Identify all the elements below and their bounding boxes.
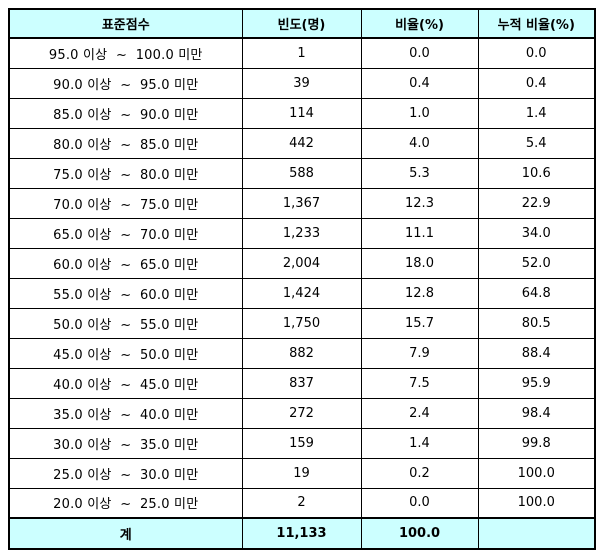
table-row: 30.0 이상 ~ 35.0 미만 159 1.4 99.8 bbox=[8, 427, 596, 459]
cumulative-ratio-cell: 34.0 bbox=[477, 217, 596, 249]
ratio-cell: 1.4 bbox=[360, 427, 479, 459]
table-row: 40.0 이상 ~ 45.0 미만 837 7.5 95.9 bbox=[8, 367, 596, 399]
score-range-cell: 75.0 이상 ~ 80.0 미만 bbox=[8, 157, 243, 189]
ratio-cell: 11.1 bbox=[360, 217, 479, 249]
ratio-cell: 18.0 bbox=[360, 247, 479, 279]
cumulative-ratio-cell: 52.0 bbox=[477, 247, 596, 279]
table-row: 60.0 이상 ~ 65.0 미만 2,004 18.0 52.0 bbox=[8, 247, 596, 279]
frequency-cell: 159 bbox=[241, 427, 362, 459]
header-frequency: 빈도(명) bbox=[241, 8, 362, 39]
table-row: 95.0 이상 ~ 100.0 미만 1 0.0 0.0 bbox=[8, 37, 596, 69]
frequency-cell: 1,233 bbox=[241, 217, 362, 249]
ratio-cell: 0.4 bbox=[360, 67, 479, 99]
frequency-cell: 588 bbox=[241, 157, 362, 189]
table-row: 85.0 이상 ~ 90.0 미만 114 1.0 1.4 bbox=[8, 97, 596, 129]
cumulative-ratio-cell: 88.4 bbox=[477, 337, 596, 369]
score-range-cell: 40.0 이상 ~ 45.0 미만 bbox=[8, 367, 243, 399]
frequency-cell: 1,750 bbox=[241, 307, 362, 339]
ratio-cell: 4.0 bbox=[360, 127, 479, 159]
score-range-cell: 80.0 이상 ~ 85.0 미만 bbox=[8, 127, 243, 159]
frequency-cell: 272 bbox=[241, 397, 362, 429]
table-row: 80.0 이상 ~ 85.0 미만 442 4.0 5.4 bbox=[8, 127, 596, 159]
ratio-cell: 0.2 bbox=[360, 457, 479, 489]
header-standard-score: 표준점수 bbox=[8, 8, 243, 39]
table-row: 55.0 이상 ~ 60.0 미만 1,424 12.8 64.8 bbox=[8, 277, 596, 309]
cumulative-ratio-cell: 80.5 bbox=[477, 307, 596, 339]
frequency-cell: 2 bbox=[241, 487, 362, 519]
score-range-cell: 35.0 이상 ~ 40.0 미만 bbox=[8, 397, 243, 429]
table-row: 45.0 이상 ~ 50.0 미만 882 7.9 88.4 bbox=[8, 337, 596, 369]
ratio-cell: 12.3 bbox=[360, 187, 479, 219]
score-range-cell: 25.0 이상 ~ 30.0 미만 bbox=[8, 457, 243, 489]
frequency-cell: 1,367 bbox=[241, 187, 362, 219]
total-row: 계 11,133 100.0 bbox=[8, 517, 596, 550]
ratio-cell: 0.0 bbox=[360, 37, 479, 69]
table-row: 90.0 이상 ~ 95.0 미만 39 0.4 0.4 bbox=[8, 67, 596, 99]
header-ratio: 비율(%) bbox=[360, 8, 479, 39]
frequency-cell: 1 bbox=[241, 37, 362, 69]
cumulative-ratio-cell: 100.0 bbox=[477, 457, 596, 489]
ratio-cell: 2.4 bbox=[360, 397, 479, 429]
table-row: 65.0 이상 ~ 70.0 미만 1,233 11.1 34.0 bbox=[8, 217, 596, 249]
table-row: 70.0 이상 ~ 75.0 미만 1,367 12.3 22.9 bbox=[8, 187, 596, 219]
score-range-cell: 85.0 이상 ~ 90.0 미만 bbox=[8, 97, 243, 129]
frequency-cell: 114 bbox=[241, 97, 362, 129]
frequency-cell: 442 bbox=[241, 127, 362, 159]
frequency-cell: 837 bbox=[241, 367, 362, 399]
score-range-cell: 30.0 이상 ~ 35.0 미만 bbox=[8, 427, 243, 459]
cumulative-ratio-cell: 100.0 bbox=[477, 487, 596, 519]
total-label: 계 bbox=[8, 517, 243, 550]
frequency-cell: 882 bbox=[241, 337, 362, 369]
score-range-cell: 55.0 이상 ~ 60.0 미만 bbox=[8, 277, 243, 309]
score-range-cell: 95.0 이상 ~ 100.0 미만 bbox=[8, 37, 243, 69]
cumulative-ratio-cell: 10.6 bbox=[477, 157, 596, 189]
cumulative-ratio-cell: 64.8 bbox=[477, 277, 596, 309]
ratio-cell: 15.7 bbox=[360, 307, 479, 339]
header-row: 표준점수 빈도(명) 비율(%) 누적 비율(%) bbox=[8, 8, 596, 39]
frequency-cell: 1,424 bbox=[241, 277, 362, 309]
table-row: 25.0 이상 ~ 30.0 미만 19 0.2 100.0 bbox=[8, 457, 596, 489]
ratio-cell: 5.3 bbox=[360, 157, 479, 189]
ratio-cell: 1.0 bbox=[360, 97, 479, 129]
ratio-cell: 7.5 bbox=[360, 367, 479, 399]
total-cumulative bbox=[477, 517, 596, 550]
score-range-cell: 45.0 이상 ~ 50.0 미만 bbox=[8, 337, 243, 369]
table-row: 75.0 이상 ~ 80.0 미만 588 5.3 10.6 bbox=[8, 157, 596, 189]
score-range-cell: 90.0 이상 ~ 95.0 미만 bbox=[8, 67, 243, 99]
cumulative-ratio-cell: 1.4 bbox=[477, 97, 596, 129]
score-range-cell: 60.0 이상 ~ 65.0 미만 bbox=[8, 247, 243, 279]
score-range-cell: 70.0 이상 ~ 75.0 미만 bbox=[8, 187, 243, 219]
cumulative-ratio-cell: 0.4 bbox=[477, 67, 596, 99]
total-ratio: 100.0 bbox=[360, 517, 479, 550]
cumulative-ratio-cell: 0.0 bbox=[477, 37, 596, 69]
ratio-cell: 7.9 bbox=[360, 337, 479, 369]
table-row: 50.0 이상 ~ 55.0 미만 1,750 15.7 80.5 bbox=[8, 307, 596, 339]
ratio-cell: 12.8 bbox=[360, 277, 479, 309]
cumulative-ratio-cell: 99.8 bbox=[477, 427, 596, 459]
frequency-cell: 19 bbox=[241, 457, 362, 489]
cumulative-ratio-cell: 22.9 bbox=[477, 187, 596, 219]
table-row: 20.0 이상 ~ 25.0 미만 2 0.0 100.0 bbox=[8, 487, 596, 519]
score-distribution-table: 표준점수 빈도(명) 비율(%) 누적 비율(%) 95.0 이상 ~ 100.… bbox=[8, 8, 596, 550]
score-range-cell: 20.0 이상 ~ 25.0 미만 bbox=[8, 487, 243, 519]
header-cumulative-ratio: 누적 비율(%) bbox=[477, 8, 596, 39]
total-frequency: 11,133 bbox=[241, 517, 362, 550]
cumulative-ratio-cell: 95.9 bbox=[477, 367, 596, 399]
cumulative-ratio-cell: 98.4 bbox=[477, 397, 596, 429]
cumulative-ratio-cell: 5.4 bbox=[477, 127, 596, 159]
score-range-cell: 50.0 이상 ~ 55.0 미만 bbox=[8, 307, 243, 339]
frequency-cell: 2,004 bbox=[241, 247, 362, 279]
frequency-cell: 39 bbox=[241, 67, 362, 99]
ratio-cell: 0.0 bbox=[360, 487, 479, 519]
table-row: 35.0 이상 ~ 40.0 미만 272 2.4 98.4 bbox=[8, 397, 596, 429]
score-range-cell: 65.0 이상 ~ 70.0 미만 bbox=[8, 217, 243, 249]
